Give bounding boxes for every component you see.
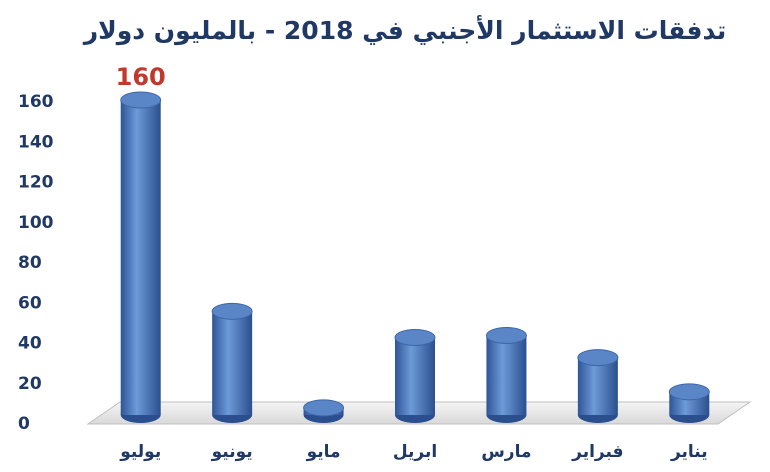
bar-cap [485,326,527,344]
y-tick-label: 0 [18,414,30,434]
bar-cap [394,328,436,346]
bar-cap [577,349,619,367]
y-tick-label: 40 [18,334,42,354]
bar [395,337,435,415]
bar-cap [211,302,253,320]
y-tick-label: 60 [18,293,42,313]
bar-cap [668,383,710,401]
bar [120,100,161,415]
chart-title: تدفقات الاستثمار الأجنبي في 2018 - بالمل… [82,15,727,46]
x-tick-label: فبراير [571,442,623,462]
x-tick-label: ابريل [393,442,437,462]
y-tick-label: 20 [18,374,42,394]
y-tick-label: 100 [18,213,54,233]
bar [577,357,618,415]
bar-cap [303,399,345,417]
data-label: 160 [116,63,166,91]
y-tick-label: 160 [18,92,54,112]
y-tick-label: 120 [18,173,54,193]
bar-cap [120,91,162,109]
bar [212,311,253,415]
x-tick-label: مارس [481,442,531,462]
x-tick-label: يونيو [211,442,253,462]
x-tick-label: يوليو [119,442,161,462]
x-tick-label: يناير [670,442,708,462]
bar [486,335,527,415]
y-tick-label: 140 [18,132,54,152]
x-tick-label: مايو [306,442,341,462]
y-tick-label: 80 [18,253,42,273]
